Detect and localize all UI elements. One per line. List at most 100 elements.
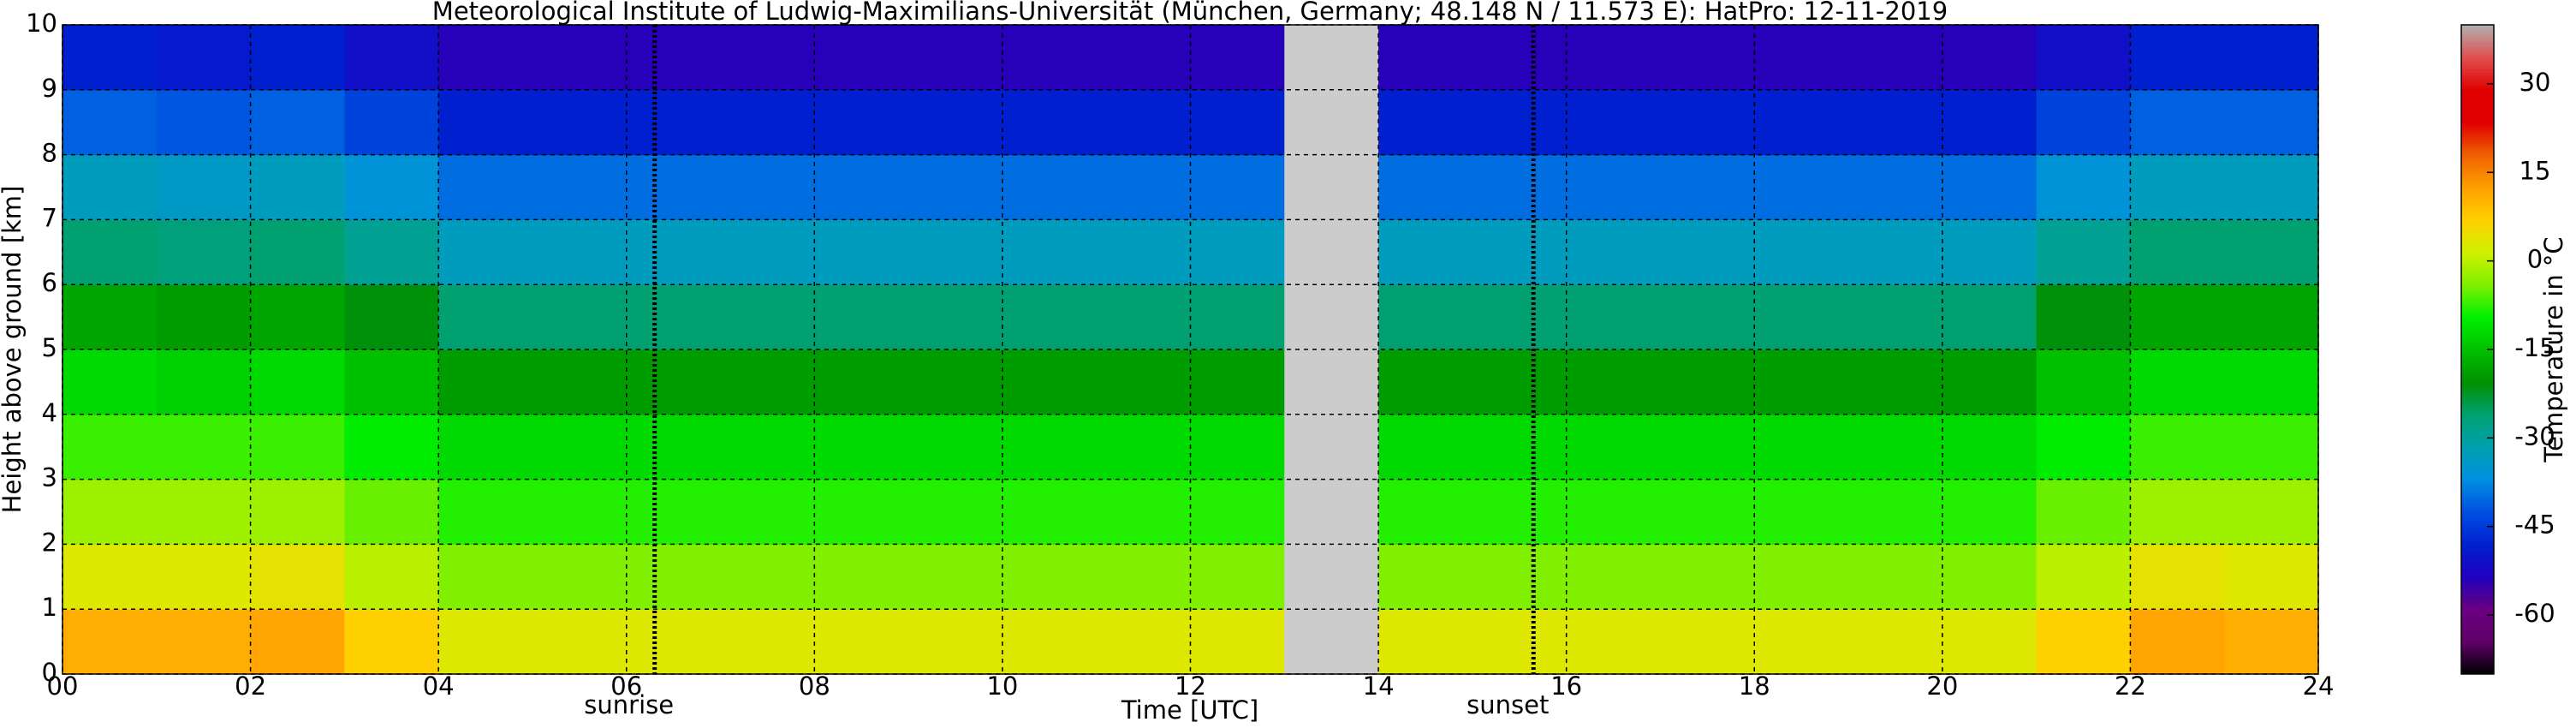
- colorbar-segment: [2461, 618, 2494, 622]
- colorbar-segment: [2461, 470, 2494, 474]
- colorbar-segment: [2461, 172, 2494, 176]
- colorbar-segment: [2461, 125, 2494, 129]
- colorbar-segment: [2461, 491, 2494, 495]
- colorbar-segment: [2461, 60, 2494, 64]
- heatmap-cell: [1942, 219, 2038, 285]
- x-tick-label: 14: [1363, 671, 1395, 701]
- colorbar-segment: [2461, 42, 2494, 46]
- colorbar-segment: [2461, 499, 2494, 504]
- colorbar-segment: [2461, 295, 2494, 300]
- heatmap-cell: [1284, 609, 1379, 675]
- colorbar-segment: [2461, 311, 2494, 315]
- colorbar-segment: [2461, 281, 2494, 285]
- heatmap-cell: [1942, 89, 2038, 156]
- colorbar-segment: [2461, 266, 2494, 271]
- y-tick-label: 5: [42, 333, 57, 362]
- heatmap-cell: [1754, 609, 1849, 675]
- colorbar-segment: [2461, 432, 2494, 436]
- x-tick-label: 06: [610, 671, 642, 701]
- heatmap-cell: [156, 219, 252, 285]
- colorbar-segment: [2461, 662, 2494, 666]
- colorbar-segment: [2461, 567, 2494, 571]
- heatmap-cell: [1848, 25, 1943, 91]
- colorbar-segment: [2461, 36, 2494, 40]
- heatmap-cell: [250, 89, 345, 156]
- heatmap-cell: [1754, 479, 1849, 545]
- colorbar-segment: [2461, 187, 2494, 191]
- heatmap-cell: [1754, 544, 1849, 610]
- heatmap-cell: [250, 284, 345, 350]
- heatmap-cell: [156, 154, 252, 220]
- heatmap-cell: [344, 219, 439, 285]
- heatmap-cell: [156, 284, 252, 350]
- heatmap-cell: [1096, 479, 1192, 545]
- heatmap-cell: [344, 154, 439, 220]
- colorbar-segment: [2461, 585, 2494, 589]
- colorbar-segment: [2461, 184, 2494, 188]
- colorbar-segment: [2461, 379, 2494, 383]
- heatmap-cell: [908, 479, 1003, 545]
- colorbar-segment: [2461, 328, 2494, 332]
- colorbar-segment: [2461, 48, 2494, 52]
- colorbar-segment: [2461, 558, 2494, 563]
- colorbar-segment: [2461, 104, 2494, 108]
- y-tick-label: 10: [26, 9, 57, 38]
- heatmap-cell: [1660, 609, 1755, 675]
- heatmap-cell: [2036, 414, 2132, 480]
- heatmap-cell: [626, 219, 722, 285]
- heatmap-cell: [1284, 544, 1379, 610]
- heatmap-cell: [626, 284, 722, 350]
- y-tick-label: 8: [42, 139, 57, 168]
- colorbar-segment: [2461, 532, 2494, 536]
- colorbar-segment: [2461, 307, 2494, 312]
- colorbar-segment: [2461, 201, 2494, 206]
- colorbar-segment: [2461, 647, 2494, 651]
- y-tick-label: 6: [42, 268, 57, 297]
- heatmap-cell: [156, 609, 252, 675]
- colorbar-segment: [2461, 446, 2494, 451]
- colorbar-segment: [2461, 225, 2494, 230]
- heatmap-cell: [626, 479, 722, 545]
- heatmap-cell: [1754, 284, 1849, 350]
- heatmap-cell: [344, 89, 439, 156]
- colorbar-segment: [2461, 146, 2494, 150]
- heatmap-cell: [1472, 349, 1568, 415]
- heatmap-cell: [720, 284, 815, 350]
- colorbar-segment: [2461, 615, 2494, 619]
- colorbar-segment: [2461, 361, 2494, 365]
- heatmap-cell: [1660, 89, 1755, 156]
- heatmap-cell: [2036, 544, 2132, 610]
- colorbar-segment: [2461, 464, 2494, 468]
- colorbar-segment: [2461, 632, 2494, 636]
- colorbar-segment: [2461, 659, 2494, 663]
- colorbar-segment: [2461, 397, 2494, 401]
- heatmap-cell: [1848, 609, 1943, 675]
- heatmap-cell: [1002, 479, 1098, 545]
- colorbar-segment: [2461, 242, 2494, 247]
- heatmap-cell: [720, 414, 815, 480]
- colorbar-segment: [2461, 414, 2494, 418]
- colorbar-segment: [2461, 393, 2494, 397]
- colorbar-segment: [2461, 671, 2494, 675]
- heatmap-cell: [156, 479, 252, 545]
- colorbar-segment: [2461, 450, 2494, 454]
- colorbar-segment: [2461, 343, 2494, 348]
- colorbar-segment: [2461, 573, 2494, 577]
- colorbar-segment: [2461, 476, 2494, 480]
- chart-title: Meteorological Institute of Ludwig-Maxim…: [432, 0, 1948, 26]
- colorbar-segment: [2461, 630, 2494, 634]
- heatmap-cell: [1096, 349, 1192, 415]
- colorbar-segment: [2461, 169, 2494, 173]
- colorbar-segment: [2461, 385, 2494, 389]
- heatmap-cell: [2036, 219, 2132, 285]
- heatmap-cell: [2130, 154, 2225, 220]
- colorbar-segment: [2461, 87, 2494, 91]
- heatmap-cell: [814, 609, 909, 675]
- heatmap-cell: [532, 25, 628, 91]
- colorbar-segment: [2461, 364, 2494, 368]
- heatmap-cell: [1566, 25, 1662, 91]
- heatmap-cell: [908, 25, 1003, 91]
- heatmap-cell: [1942, 284, 2038, 350]
- heatmap-cell: [2130, 89, 2225, 156]
- colorbar-segment: [2461, 131, 2494, 134]
